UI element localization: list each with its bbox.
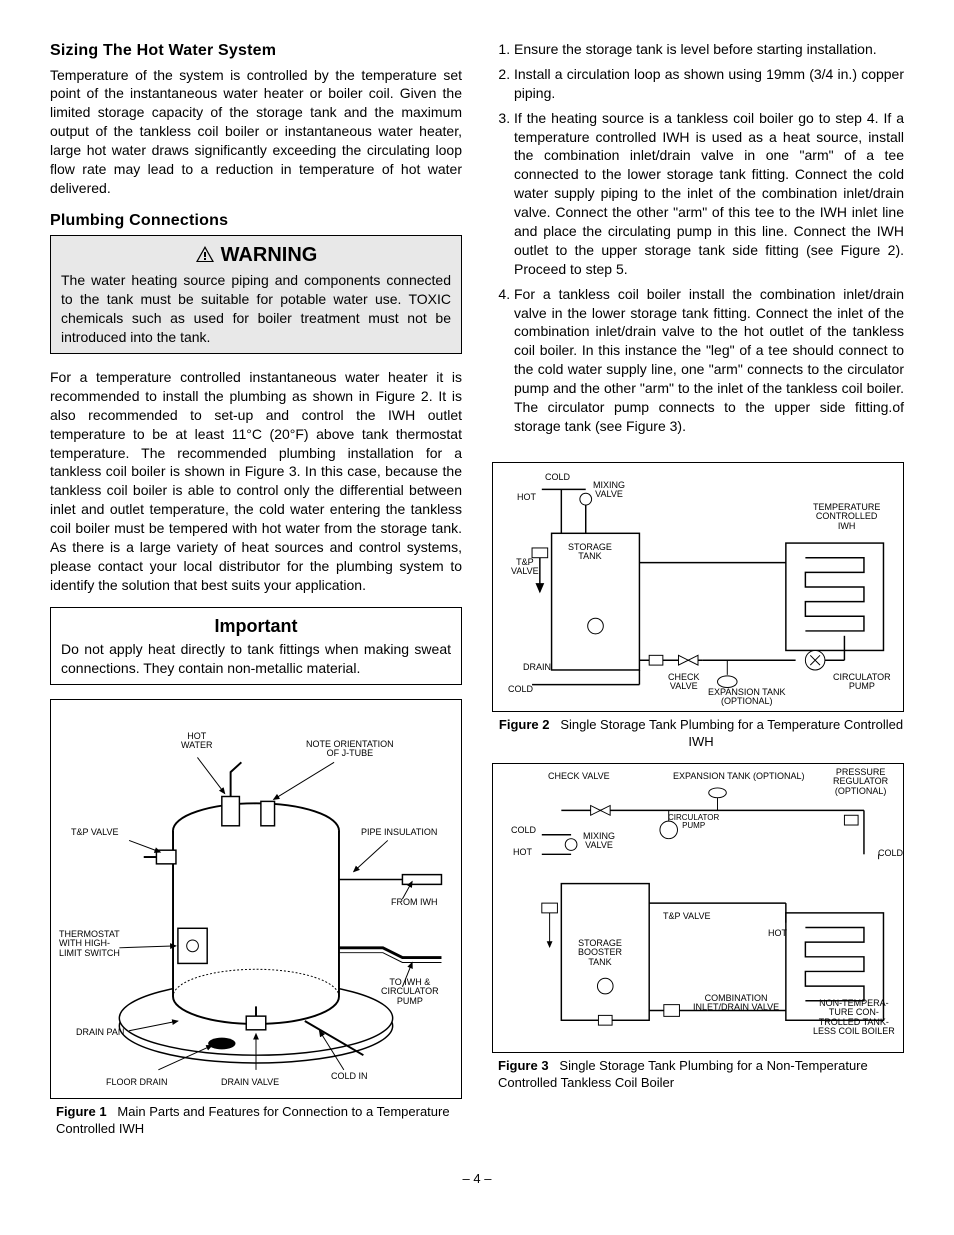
important-callout: Important Do not apply heat directly to … bbox=[50, 607, 462, 685]
fig2-storage: STORAGETANK bbox=[568, 543, 612, 562]
fig1-label-floor-drain: FLOOR DRAIN bbox=[106, 1078, 168, 1087]
fig1-label-drain-pan: DRAIN PAN bbox=[76, 1028, 124, 1037]
fig1-caption-bold: Figure 1 bbox=[56, 1104, 107, 1119]
warning-icon bbox=[195, 245, 215, 263]
fig2-drain: DRAIN bbox=[523, 663, 551, 672]
fig2-exp: EXPANSION TANK(OPTIONAL) bbox=[708, 688, 786, 707]
warning-title-text: WARNING bbox=[221, 244, 318, 266]
fig2-cold: COLD bbox=[545, 473, 570, 482]
page-columns: Sizing The Hot Water System Temperature … bbox=[50, 40, 904, 1150]
fig2-iwh: TEMPERATURECONTROLLEDIWH bbox=[813, 503, 880, 531]
fig1-label-cold-in: COLD IN bbox=[331, 1072, 368, 1081]
fig2-check: CHECKVALVE bbox=[668, 673, 700, 692]
fig1-label-tp: T&P VALVE bbox=[71, 828, 119, 837]
warning-title: WARNING bbox=[61, 242, 451, 269]
fig2-circ: CIRCULATORPUMP bbox=[833, 673, 891, 692]
fig3-tp: T&P VALVE bbox=[663, 912, 711, 921]
steps-list: Ensure the storage tank is level before … bbox=[492, 40, 904, 436]
fig2-hot: HOT bbox=[517, 493, 536, 502]
fig3-caption-bold: Figure 3 bbox=[498, 1058, 549, 1073]
fig3-cold: COLD bbox=[511, 826, 536, 835]
figure-3-caption: Figure 3 Single Storage Tank Plumbing fo… bbox=[492, 1057, 904, 1092]
fig3-combo: COMBINATIONINLET/DRAIN VALVE bbox=[693, 994, 779, 1013]
fig1-label-from-iwh: FROM IWH bbox=[391, 898, 438, 907]
step-2: Install a circulation loop as shown usin… bbox=[514, 65, 904, 103]
fig1-label-hot-water: HOTWATER bbox=[181, 732, 213, 751]
fig2-cold2: COLD bbox=[508, 685, 533, 694]
figure-1-caption: Figure 1 Main Parts and Features for Con… bbox=[50, 1103, 462, 1138]
fig1-label-thermostat: THERMOSTATWITH HIGH-LIMIT SWITCH bbox=[59, 930, 120, 958]
step-1: Ensure the storage tank is level before … bbox=[514, 40, 904, 59]
fig3-hot: HOT bbox=[513, 848, 532, 857]
plumbing-body: For a temperature controlled instantaneo… bbox=[50, 368, 462, 595]
fig2-tp: T&PVALVE bbox=[511, 558, 539, 577]
sizing-body: Temperature of the system is controlled … bbox=[50, 66, 462, 198]
figure-3: CHECK VALVE EXPANSION TANK (OPTIONAL) PR… bbox=[492, 763, 904, 1053]
figure-2-caption: Figure 2 Single Storage Tank Plumbing fo… bbox=[492, 716, 904, 751]
fig3-exp: EXPANSION TANK (OPTIONAL) bbox=[673, 772, 805, 781]
page-number: – 4 – bbox=[50, 1170, 904, 1188]
fig3-nontemp: NON-TEMPERA-TURE CON-TROLLED TANK-LESS C… bbox=[813, 999, 895, 1037]
fig3-check: CHECK VALVE bbox=[548, 772, 610, 781]
fig2-caption-text: Single Storage Tank Plumbing for a Tempe… bbox=[560, 717, 903, 750]
warning-callout: WARNING The water heating source piping … bbox=[50, 235, 462, 354]
fig3-circ: CIRCULATORPUMP bbox=[668, 814, 719, 831]
important-body: Do not apply heat directly to tank fitti… bbox=[61, 640, 451, 678]
fig1-caption-text: Main Parts and Features for Connection t… bbox=[56, 1104, 450, 1137]
plumbing-heading: Plumbing Connections bbox=[50, 210, 462, 232]
warning-body: The water heating source piping and comp… bbox=[61, 271, 451, 347]
fig1-label-note: NOTE ORIENTATIONOF J-TUBE bbox=[306, 740, 394, 759]
fig3-cold2: COLD bbox=[878, 849, 903, 858]
fig1-label-to-iwh: TO IWH &CIRCULATORPUMP bbox=[381, 978, 439, 1006]
step-4: For a tankless coil boiler install the c… bbox=[514, 285, 904, 436]
fig2-caption-bold: Figure 2 bbox=[499, 717, 550, 732]
step-3: If the heating source is a tankless coil… bbox=[514, 109, 904, 279]
fig3-caption-text: Single Storage Tank Plumbing for a Non-T… bbox=[498, 1058, 868, 1091]
sizing-heading: Sizing The Hot Water System bbox=[50, 40, 462, 62]
right-column: Ensure the storage tank is level before … bbox=[492, 40, 904, 1150]
fig3-hot2: HOT bbox=[768, 929, 787, 938]
important-title: Important bbox=[61, 614, 451, 638]
fig1-label-pipe-ins: PIPE INSULATION bbox=[361, 828, 437, 837]
figure-2: COLD HOT MIXINGVALVE TEMPERATURECONTROLL… bbox=[492, 462, 904, 712]
fig3-mixing: MIXINGVALVE bbox=[583, 832, 615, 851]
fig3-sbt: STORAGEBOOSTERTANK bbox=[578, 939, 622, 967]
fig3-preg: PRESSUREREGULATOR(OPTIONAL) bbox=[833, 768, 888, 796]
fig1-label-drain-valve: DRAIN VALVE bbox=[221, 1078, 279, 1087]
fig2-mixing: MIXINGVALVE bbox=[593, 481, 625, 500]
left-column: Sizing The Hot Water System Temperature … bbox=[50, 40, 462, 1150]
figure-1: HOTWATER NOTE ORIENTATIONOF J-TUBE T&P V… bbox=[50, 699, 462, 1099]
